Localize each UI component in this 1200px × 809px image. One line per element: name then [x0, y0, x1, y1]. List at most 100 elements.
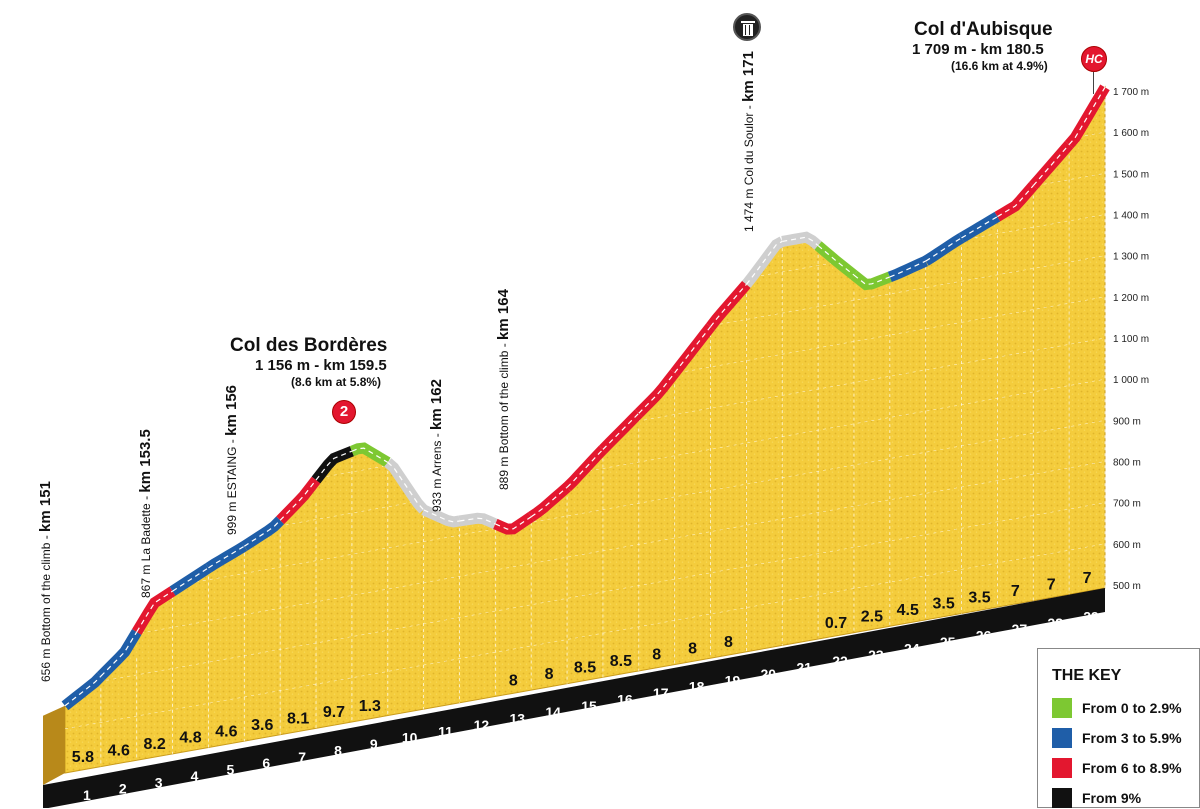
gradient-label: 8.1	[287, 711, 309, 728]
road-segment	[276, 476, 321, 525]
road-centerline	[530, 486, 568, 518]
climb-name: Col d'Aubisque	[914, 19, 1053, 40]
gradient-label: 7	[1047, 577, 1056, 594]
km-label: 3	[155, 774, 163, 790]
elevation-gridline	[64, 378, 1106, 565]
road-centerline	[1068, 86, 1106, 145]
y-tick-label: 800 m	[1113, 458, 1141, 469]
waypoint-label: 999 m ESTAING - km 156	[223, 385, 240, 535]
legend-item-blue: From 3 to 5.9%	[1052, 727, 1182, 749]
legend-swatch	[1052, 758, 1072, 778]
elevation-gridline	[64, 296, 1106, 483]
km-label: 18	[689, 679, 705, 695]
km-label: 13	[509, 711, 525, 727]
category-badge-2: 2	[332, 400, 356, 424]
km-label: 9	[370, 736, 378, 752]
legend-item-red: From 6 to 8.9%	[1052, 757, 1182, 779]
km-label: 6	[262, 755, 270, 771]
road-centerline	[100, 631, 138, 677]
km-label: 11	[438, 723, 453, 739]
profile-side-face	[43, 705, 65, 785]
gradient-label: 3.5	[932, 596, 954, 613]
climb-label-col-des-borderes: Col des Bordères 1 156 m - km 159.5 (8.6…	[228, 336, 428, 390]
km-label: 19	[725, 672, 741, 688]
km-label: 2	[119, 781, 127, 797]
km-label: 24	[904, 640, 920, 656]
elevation-gridline	[64, 502, 1106, 688]
km-label: 1	[83, 787, 91, 803]
waypoint-label: 1 474 m Col du Soulor - km 171	[740, 51, 757, 232]
gradient-label: 8	[724, 634, 733, 651]
road-segment	[634, 369, 679, 418]
gradient-label: 8.5	[574, 660, 596, 677]
climb-name: Col des Bordères	[230, 335, 388, 356]
climb-label-col-d-aubisque: Col d'Aubisque 1 709 m - km 180.5 (16.6 …	[912, 20, 1112, 74]
gradient-label: 4.6	[108, 742, 130, 759]
road-centerline	[745, 240, 783, 285]
waypoint-label: 656 m Bottom of the climb - km 151	[37, 481, 54, 682]
km-label: 27	[1012, 621, 1028, 637]
km-label: 26	[976, 628, 992, 644]
hc-flag-pole	[1093, 72, 1094, 94]
climb-detail: (16.6 km at 4.9%)	[951, 59, 1048, 73]
km-ruler-strip	[43, 588, 1105, 808]
category-badge-hc: HC	[1081, 46, 1107, 72]
gradient-label: 3.5	[968, 589, 990, 606]
road-centerline	[710, 284, 747, 328]
legend-item-green: From 0 to 2.9%	[1052, 697, 1182, 719]
y-tick-label: 1 400 m	[1113, 211, 1149, 222]
climb-elevation: 1 709 m - km 180.5	[912, 41, 1044, 58]
road-centerline	[1032, 144, 1070, 187]
gradient-label: 5.8	[72, 749, 94, 766]
km-label: 21	[796, 660, 812, 676]
y-tick-label: 1 200 m	[1113, 293, 1149, 304]
road-centerline	[961, 216, 998, 239]
km-label: 25	[940, 634, 956, 650]
elevation-gridline	[64, 255, 1106, 441]
waypoint-label: 933 m Arrens - km 162	[428, 379, 445, 512]
y-tick-label: 1 600 m	[1113, 128, 1149, 139]
y-tick-label: 600 m	[1113, 540, 1141, 551]
road-centerline	[925, 237, 962, 262]
elevation-gridline	[64, 131, 1106, 318]
gradient-label: 0.7	[825, 615, 847, 632]
gradient-label: 8	[545, 666, 554, 683]
road-centerline	[423, 509, 460, 523]
trash-bin-icon	[733, 13, 761, 41]
legend-label: From 9%	[1082, 790, 1142, 806]
elevation-gridline	[64, 214, 1106, 400]
gradient-label: 8.2	[144, 736, 166, 753]
km-label: 29	[1083, 608, 1099, 624]
legend-box: THE KEY From 0 to 2.9% From 3 to 5.9% Fr…	[1037, 648, 1200, 808]
y-tick-label: 1 000 m	[1113, 375, 1149, 386]
road-centerline	[172, 567, 209, 592]
gradient-label: 7	[1083, 570, 1092, 587]
gradient-label: 8	[509, 672, 518, 689]
road-centerline	[315, 450, 353, 481]
y-tick-label: 1 500 m	[1113, 169, 1149, 180]
y-tick-label: 900 m	[1113, 416, 1141, 427]
category-text: 2	[339, 403, 349, 420]
elevation-gridline	[64, 337, 1106, 524]
km-label: 8	[334, 742, 342, 758]
gradient-label: 8	[652, 647, 661, 664]
road-segment	[850, 270, 892, 291]
gradient-label: 4.6	[215, 723, 237, 740]
y-tick-label: 700 m	[1113, 499, 1141, 510]
gradient-label: 8	[688, 640, 697, 657]
y-tick-label: 500 m	[1113, 581, 1141, 592]
km-label: 10	[402, 730, 418, 746]
gradient-label: 9.7	[323, 704, 345, 721]
gradient-label: 4.8	[179, 730, 201, 747]
waypoint-label: 889 m Bottom of the climb - km 164	[495, 288, 512, 490]
km-label: 22	[832, 653, 848, 669]
category-text: HC	[1085, 52, 1103, 66]
road-centerline	[674, 326, 711, 374]
gradient-label: 4.5	[897, 602, 919, 619]
gradient-label: 2.5	[861, 608, 883, 625]
legend-item-black: From 9%	[1052, 787, 1141, 809]
gradient-label: 8.5	[610, 653, 632, 670]
gradient-label: 7	[1011, 583, 1020, 600]
gradient-label: 3.6	[251, 717, 273, 734]
